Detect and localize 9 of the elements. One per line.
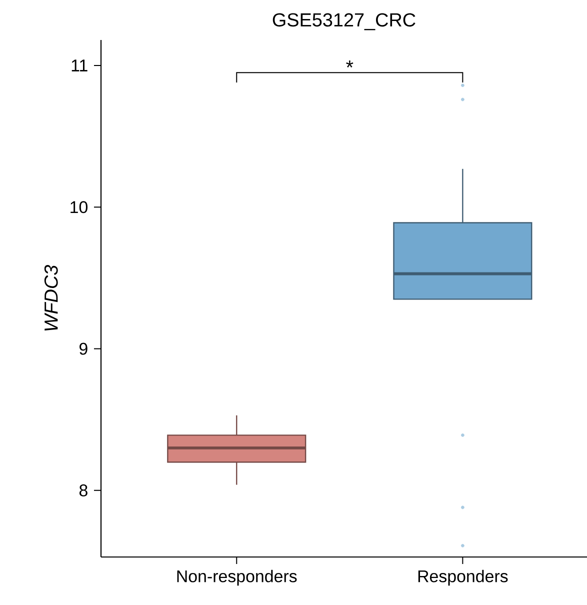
y-tick-label: 10 [70,201,88,214]
y-axis-title: WFDC3 [44,265,58,331]
y-tick-label: 9 [80,342,88,355]
x-tick-label: Responders [418,570,508,586]
annotation: * [346,60,354,68]
chart-title: GSE53127_CRC [272,13,416,30]
y-tick-label: 8 [79,484,88,496]
y-tick-label: 11 [72,60,88,72]
x-tick-label: Non-responders [177,570,297,586]
